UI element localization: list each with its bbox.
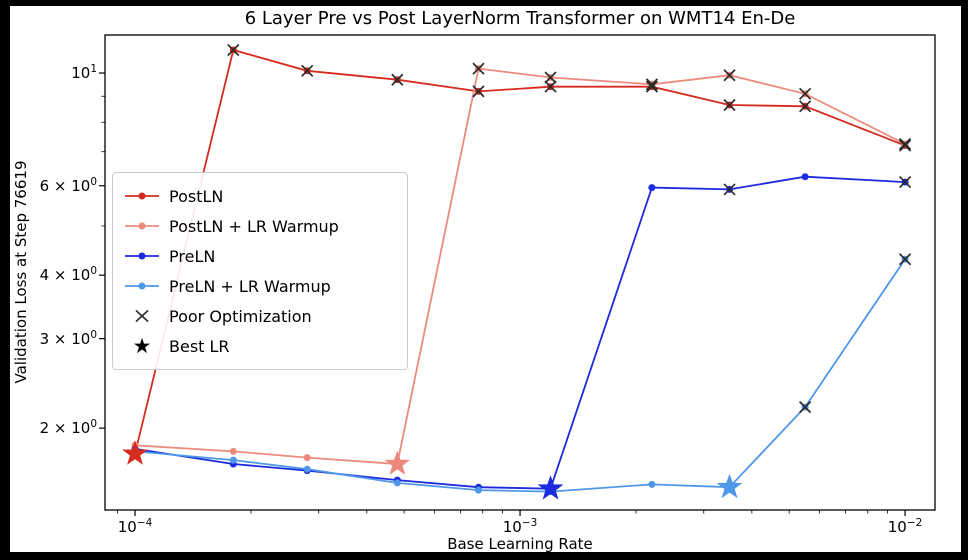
poor-optimization-x-marker	[227, 43, 240, 57]
poor-optimization-x-marker	[723, 98, 736, 112]
preln-warmup-line-icon	[123, 279, 161, 293]
y-tick-label: 4 × 100	[39, 265, 97, 285]
data-point	[475, 486, 482, 494]
y-tick-label: 101	[71, 63, 97, 82]
poor-optimization-x-marker	[472, 85, 485, 98]
y-tick-label: 2 × 100	[39, 418, 97, 438]
preln-line-icon	[123, 249, 161, 263]
series-line	[134, 175, 906, 490]
legend-item-preln: PreLN	[113, 241, 407, 271]
screen-edge-right	[961, 0, 968, 560]
data-point	[648, 480, 656, 488]
data-point	[229, 447, 237, 455]
data-point	[303, 465, 311, 473]
legend-item-best-lr: ★ Best LR	[113, 331, 407, 361]
legend-label-preln-warmup: PreLN + LR Warmup	[169, 276, 331, 296]
legend-label-postln: PostLN	[169, 186, 224, 206]
x-marker-icon	[123, 309, 161, 323]
series-line	[134, 48, 906, 455]
poor-optimization-x-marker	[301, 64, 314, 77]
poor-optimization-x-marker	[799, 87, 812, 100]
poor-optimization-x-marker	[898, 139, 912, 152]
poor-optimization-x-marker	[645, 78, 658, 91]
screen-edge-bottom	[0, 552, 968, 560]
star-marker-icon: ★	[132, 334, 152, 358]
y-tick-label: 6 × 100	[39, 175, 97, 195]
poor-optimization-x-marker	[799, 400, 812, 414]
legend: PostLN PostLN + LR Warmup PreLN	[112, 172, 408, 370]
data-point	[801, 173, 809, 181]
poor-optimization-x-marker	[391, 73, 404, 86]
poor-optimization-x-marker	[898, 253, 912, 266]
poor-optimization-x-marker	[723, 183, 736, 196]
poor-optimization-x-marker	[472, 62, 485, 75]
poor-optimization-x-marker	[799, 100, 812, 113]
screen-edge-left	[0, 0, 10, 560]
legend-item-preln-warmup: PreLN + LR Warmup	[113, 271, 407, 301]
poor-optimization-x-marker	[544, 80, 557, 93]
best-lr-star	[122, 440, 148, 465]
legend-label-postln-warmup: PostLN + LR Warmup	[169, 216, 339, 236]
legend-label-poor-optimization: Poor Optimization	[169, 306, 312, 326]
poor-optimization-x-marker	[645, 80, 658, 93]
poor-optimization-x-marker	[898, 137, 912, 151]
series-line	[134, 67, 906, 465]
legend-item-postln-warmup: PostLN + LR Warmup	[113, 211, 407, 241]
x-tick-label: 10−2	[887, 517, 923, 536]
legend-item-poor-optimization: Poor Optimization	[113, 301, 407, 331]
best-lr-star	[537, 475, 564, 500]
legend-item-postln: PostLN	[113, 181, 407, 211]
chart-title: 6 Layer Pre vs Post LayerNorm Transforme…	[244, 8, 796, 29]
screen-edge-top	[0, 0, 968, 6]
legend-label-preln: PreLN	[169, 246, 216, 266]
best-lr-star	[384, 450, 411, 475]
x-axis-label: Base Learning Rate	[447, 535, 593, 553]
y-tick-label: 3 × 100	[39, 328, 97, 348]
best-lr-star	[716, 473, 743, 499]
data-point	[303, 454, 311, 462]
data-point	[648, 184, 656, 192]
postln-line-icon	[123, 189, 161, 203]
x-tick-label: 10−3	[502, 517, 538, 536]
series-line	[134, 258, 906, 493]
data-point	[229, 456, 237, 464]
legend-label-best-lr: Best LR	[169, 336, 230, 356]
x-tick-label: 10−4	[117, 517, 153, 536]
poor-optimization-x-marker	[544, 71, 557, 84]
poor-optimization-x-marker	[898, 175, 912, 189]
poor-optimization-x-marker	[723, 69, 736, 82]
data-point	[393, 479, 401, 487]
postln-warmup-line-icon	[123, 219, 161, 233]
